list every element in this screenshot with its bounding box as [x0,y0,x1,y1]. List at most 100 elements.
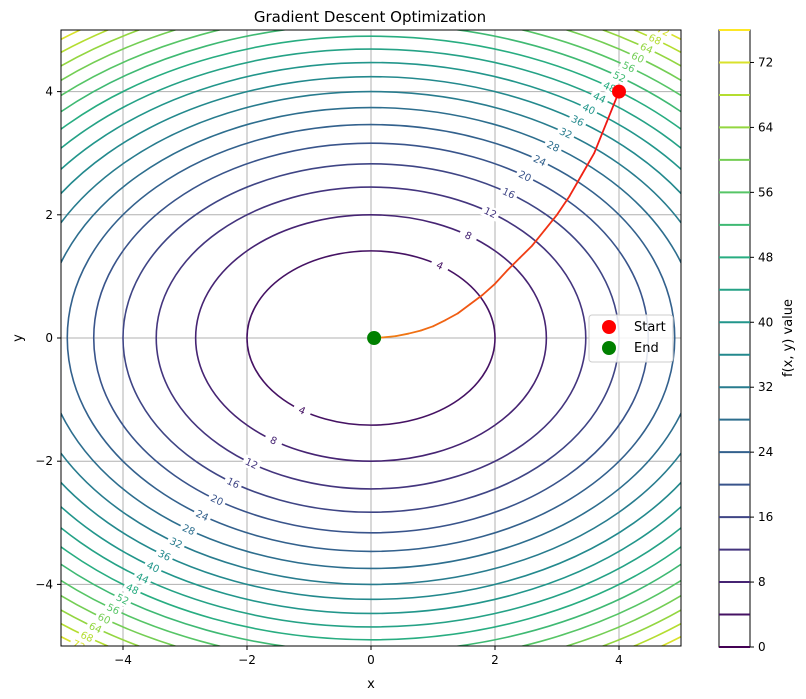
colorbar-tick-label: 64 [758,120,773,134]
colorbar-tick-label: 16 [758,510,773,524]
y-tick-label: 2 [45,208,53,222]
contour-label-bg [222,473,244,493]
contour-label-72: 72 [70,639,86,654]
path-segment [432,319,447,328]
legend-end-marker [602,341,616,355]
colorbar-tick-label: 32 [758,380,773,394]
x-tick-label: 0 [367,653,375,667]
contour-label-16: 16 [225,476,241,491]
contour-label-4: 4 [296,405,306,418]
contour-label-bg [121,579,144,599]
contour-label-bg [291,401,313,420]
colorbar-tick-label: 40 [758,315,773,329]
x-tick-label: 2 [491,653,499,667]
contour-label-bg [566,111,589,130]
contour-label-28: 28 [180,523,196,538]
legend-start-marker [602,320,616,334]
y-tick-label: −2 [35,454,53,468]
end-point [367,331,382,345]
y-axis-ticks: −4 −2 0 2 4 [35,85,61,591]
contour-label-bg [102,599,124,619]
contour-line-48 [61,35,681,641]
y-axis-label: y [11,334,26,342]
path-segment [444,312,459,322]
legend-start-label: Start [634,320,666,335]
contour-label-12: 12 [482,206,498,221]
contour-label-44: 44 [134,571,150,586]
colorbar-frame [718,29,751,648]
contour-label-40: 40 [580,102,596,117]
colorbar-tick-label: 0 [758,640,766,654]
contour-label-24: 24 [194,509,210,524]
path-segment [518,244,534,259]
contour-label-bg [131,568,154,588]
contour-label-4: 4 [434,260,444,273]
x-axis-ticks: −4 −2 0 2 4 [114,646,623,667]
colorbar: 0 8 16 24 32 40 48 56 64 72 [718,29,773,654]
contour-label-52: 52 [611,70,627,85]
contour-label-bg [93,609,115,628]
y-tick-label: 4 [45,85,53,99]
path-segment [543,213,558,232]
path-segment [481,282,496,296]
contour-line-32 [61,90,681,586]
contour-label-56: 56 [620,60,636,75]
contour-line-24 [66,123,676,553]
contour-label-bg [635,39,658,58]
path-segment [394,332,410,338]
contour-line-36 [61,75,681,601]
contour-label-bg [206,490,228,510]
contour-label-bg [429,256,451,275]
contour-label-bg [153,546,176,565]
contour-line-44 [61,48,681,628]
contour-label-bg [240,454,263,473]
contour-label-bg [529,151,551,170]
contour-label-bg [555,123,577,143]
y-tick-label: −4 [35,577,53,591]
legend: Start End [588,314,674,363]
contour-label-20: 20 [517,169,533,184]
contour-label-72: 72 [655,24,671,39]
contour-label-bg [608,67,631,87]
contour-label-16: 16 [500,186,516,201]
contour-label-40: 40 [145,560,161,575]
path-segment [407,329,422,335]
contour-label-32: 32 [557,126,573,141]
contour-label-36: 36 [156,549,172,564]
legend-end-label: End [634,341,659,356]
contour-label-44: 44 [591,91,607,106]
x-axis-label: x [367,677,375,692]
contour-label-bg [457,226,480,245]
path-segment [494,269,509,285]
colorbar-tick-label: 48 [758,250,773,264]
path-segment [568,173,583,198]
contour-label-bg [178,520,200,539]
path-segment [580,152,596,176]
contour-label-52: 52 [114,592,130,607]
contour-label-bg [578,99,600,119]
path-segment [531,229,546,247]
path-segment [506,257,521,272]
contour-line-12 [155,186,587,490]
contour-line-8 [194,214,548,462]
contour-label-bg [514,166,536,186]
colorbar-tick-label: 24 [758,445,773,459]
contour-label-64: 64 [638,41,654,56]
contour-label-bg [191,506,213,525]
contour-label-bg [618,57,640,77]
contour-label-bg [165,533,187,553]
contour-label-8: 8 [268,435,278,448]
contour-line-28 [61,106,681,570]
contour-label-bg [76,627,98,646]
contour-label-24: 24 [531,154,547,169]
contour-label-bg [84,618,107,637]
path-segment [419,325,434,332]
contour-label-bg [68,636,90,646]
contour-label-28: 28 [545,140,561,155]
contour-label-bg [652,30,674,40]
contour-label-bg [644,30,666,49]
contour-labels: 4488121216162020242428283232363640404444… [68,24,674,654]
x-tick-label: −2 [238,653,256,667]
colorbar-tick-label: 56 [758,185,773,199]
x-tick-label: −4 [114,653,132,667]
